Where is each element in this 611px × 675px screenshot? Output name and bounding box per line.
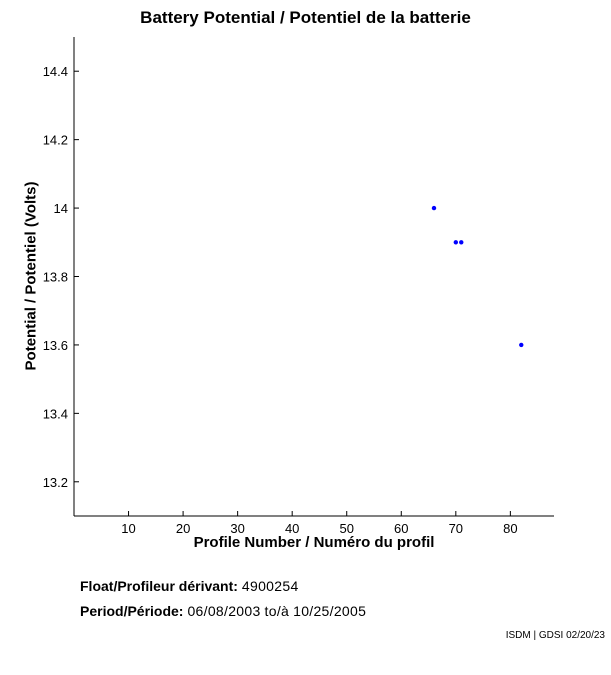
y-tick-label: 13.8 bbox=[43, 270, 68, 285]
y-axis-label: Potential / Potentiel (Volts) bbox=[22, 181, 40, 371]
period-end: 10/25/2005 bbox=[293, 603, 367, 619]
float-value: 4900254 bbox=[241, 578, 299, 594]
chart-axes bbox=[73, 37, 554, 517]
x-tick-label: 20 bbox=[176, 521, 190, 536]
y-tick-label: 14 bbox=[54, 201, 68, 216]
period-separator: to/à bbox=[264, 603, 290, 619]
x-tick-label: 10 bbox=[121, 521, 135, 536]
float-label: Float/Profileur dérivant: bbox=[80, 578, 238, 594]
x-tick-label: 80 bbox=[503, 521, 517, 536]
data-point bbox=[519, 342, 524, 348]
y-tick-label: 13.6 bbox=[43, 338, 68, 353]
y-tick-label: 14.4 bbox=[43, 64, 68, 79]
x-tick-label: 50 bbox=[339, 521, 353, 536]
float-info: Float/Profileur dérivant: 4900254 bbox=[80, 578, 299, 594]
x-axis-ticks: 10 20 30 40 50 60 70 80 bbox=[121, 511, 518, 536]
period-start: 06/08/2003 bbox=[187, 603, 261, 619]
period-info: Period/Période: 06/08/2003 to/à 10/25/2005 bbox=[80, 603, 366, 619]
x-tick-label: 30 bbox=[230, 521, 244, 536]
x-tick-label: 60 bbox=[394, 521, 408, 536]
data-point bbox=[431, 205, 437, 211]
chart-title: Battery Potential / Potentiel de la batt… bbox=[140, 8, 471, 27]
data-points bbox=[431, 205, 524, 348]
x-tick-label: 70 bbox=[449, 521, 463, 536]
credit-text: ISDM | GDSI 02/20/23 bbox=[505, 630, 605, 641]
y-axis-ticks: 13.2 13.4 13.6 13.8 14 14.2 14.4 bbox=[43, 64, 79, 490]
y-tick-label: 13.2 bbox=[43, 475, 68, 490]
period-label: Period/Période: bbox=[80, 603, 184, 619]
data-point bbox=[453, 240, 459, 245]
x-axis-label: Profile Number / Numéro du profil bbox=[193, 534, 435, 551]
y-tick-label: 13.4 bbox=[43, 406, 68, 421]
y-tick-label: 14.2 bbox=[43, 133, 68, 148]
data-point bbox=[459, 240, 464, 245]
x-tick-label: 40 bbox=[285, 521, 299, 536]
